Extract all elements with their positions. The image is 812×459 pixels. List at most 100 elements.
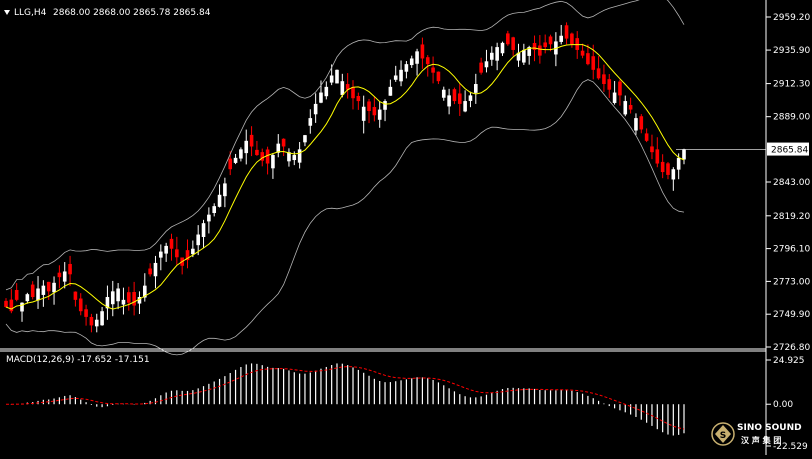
- candle[interactable]: [132, 281, 136, 316]
- candle[interactable]: [126, 286, 131, 311]
- candle[interactable]: [420, 37, 425, 69]
- candle[interactable]: [623, 95, 628, 117]
- candle[interactable]: [164, 242, 168, 262]
- candle[interactable]: [452, 87, 457, 105]
- candle[interactable]: [500, 41, 505, 56]
- candle[interactable]: [62, 262, 67, 289]
- candle[interactable]: [457, 83, 462, 116]
- candle[interactable]: [484, 49, 489, 73]
- candle[interactable]: [276, 134, 281, 158]
- candle[interactable]: [618, 79, 622, 106]
- candle[interactable]: [644, 128, 649, 143]
- candle[interactable]: [265, 146, 270, 175]
- candle[interactable]: [564, 22, 569, 45]
- candle[interactable]: [297, 142, 302, 169]
- candle[interactable]: [212, 203, 217, 217]
- candle[interactable]: [570, 32, 574, 48]
- candle[interactable]: [287, 148, 291, 167]
- candle[interactable]: [586, 44, 590, 66]
- candle[interactable]: [244, 129, 249, 165]
- candle[interactable]: [201, 219, 206, 249]
- candle[interactable]: [41, 280, 46, 307]
- candle[interactable]: [335, 69, 339, 84]
- candle[interactable]: [105, 285, 110, 320]
- candle[interactable]: [137, 291, 142, 315]
- candle[interactable]: [660, 154, 665, 179]
- candle[interactable]: [57, 265, 62, 289]
- candle[interactable]: [94, 313, 99, 333]
- candle[interactable]: [116, 283, 120, 310]
- candle[interactable]: [324, 81, 329, 100]
- candle[interactable]: [153, 255, 158, 289]
- candle[interactable]: [479, 57, 483, 75]
- candle[interactable]: [308, 109, 313, 134]
- candle[interactable]: [25, 292, 30, 304]
- candle[interactable]: [473, 73, 478, 104]
- candle[interactable]: [356, 92, 361, 110]
- candle[interactable]: [239, 147, 243, 162]
- candle[interactable]: [399, 60, 403, 87]
- candle[interactable]: [175, 236, 179, 265]
- candle[interactable]: [121, 287, 126, 315]
- candle[interactable]: [495, 42, 499, 71]
- candle[interactable]: [169, 233, 174, 261]
- dropdown-triangle-icon[interactable]: [4, 10, 10, 15]
- candle[interactable]: [516, 43, 521, 67]
- candle[interactable]: [4, 298, 8, 308]
- candle[interactable]: [602, 64, 606, 92]
- candle[interactable]: [319, 80, 323, 104]
- candle[interactable]: [217, 184, 222, 208]
- candle[interactable]: [233, 153, 238, 165]
- candle[interactable]: [14, 283, 19, 302]
- candle[interactable]: [367, 98, 371, 124]
- candle[interactable]: [628, 97, 633, 114]
- candle[interactable]: [377, 101, 382, 128]
- candle[interactable]: [223, 177, 227, 208]
- candle[interactable]: [303, 134, 307, 147]
- candle[interactable]: [607, 74, 612, 98]
- candle[interactable]: [393, 65, 398, 82]
- candle[interactable]: [207, 207, 211, 234]
- candle[interactable]: [78, 293, 83, 316]
- candle[interactable]: [100, 306, 104, 326]
- candle[interactable]: [682, 148, 686, 165]
- candle[interactable]: [441, 86, 446, 101]
- price-plot[interactable]: [4, 0, 686, 356]
- candle[interactable]: [559, 24, 564, 45]
- candle[interactable]: [255, 140, 259, 156]
- candle[interactable]: [415, 48, 419, 76]
- candle[interactable]: [580, 43, 585, 59]
- candle[interactable]: [522, 43, 526, 65]
- candle[interactable]: [89, 313, 94, 333]
- candle[interactable]: [527, 45, 531, 65]
- candle[interactable]: [548, 34, 553, 52]
- candle[interactable]: [436, 71, 441, 85]
- candle[interactable]: [388, 79, 393, 96]
- candle[interactable]: [372, 96, 377, 122]
- candle[interactable]: [671, 167, 676, 191]
- candle[interactable]: [110, 280, 115, 317]
- candle[interactable]: [281, 138, 286, 157]
- candle[interactable]: [463, 90, 467, 113]
- candle[interactable]: [73, 291, 78, 307]
- candle[interactable]: [30, 281, 35, 300]
- candle[interactable]: [271, 153, 275, 179]
- candle[interactable]: [52, 276, 56, 305]
- candle[interactable]: [351, 80, 355, 110]
- candle[interactable]: [612, 81, 617, 105]
- candle[interactable]: [36, 276, 40, 309]
- candle[interactable]: [159, 244, 163, 271]
- candle[interactable]: [143, 273, 147, 302]
- candle[interactable]: [404, 61, 409, 79]
- candle[interactable]: [228, 151, 233, 176]
- candle[interactable]: [666, 162, 670, 180]
- candle[interactable]: [511, 36, 515, 56]
- candle[interactable]: [84, 304, 88, 326]
- macd-plot[interactable]: [5, 363, 685, 436]
- candle[interactable]: [345, 73, 350, 99]
- candle[interactable]: [554, 32, 558, 67]
- candle[interactable]: [596, 56, 601, 80]
- candle[interactable]: [185, 239, 190, 269]
- candle[interactable]: [506, 30, 510, 46]
